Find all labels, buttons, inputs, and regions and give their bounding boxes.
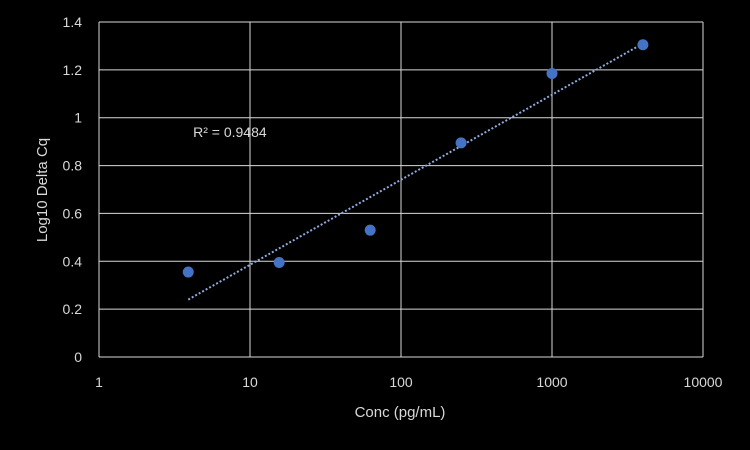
y-axis-title: Log10 Delta Cq (34, 138, 51, 242)
x-axis-title: Conc (pg/mL) (355, 404, 446, 421)
y-tick-label: 0.2 (63, 301, 83, 317)
r-squared-annotation: R² = 0.9484 (193, 124, 267, 140)
grid (98, 21, 704, 358)
x-tick-label: 1000 (536, 374, 567, 390)
x-tick-label: 1 (95, 374, 103, 390)
data-point (546, 67, 558, 79)
y-tick-label: 0.8 (63, 158, 83, 174)
x-tick-labels: 1 10 100 1000 10000 (95, 374, 723, 390)
y-tick-label: 1.2 (63, 62, 83, 78)
trendline (187, 42, 644, 301)
x-tick-label: 10 (242, 374, 258, 390)
x-tick-label: 10000 (684, 374, 723, 390)
data-point (364, 224, 376, 236)
data-point (273, 256, 285, 268)
x-tick-label: 100 (389, 374, 413, 390)
data-point (182, 266, 194, 278)
trendline-group (187, 42, 644, 301)
data-points (182, 39, 649, 278)
y-tick-label: 1 (74, 110, 82, 126)
data-point (455, 137, 467, 149)
y-tick-label: 1.4 (63, 14, 83, 30)
y-tick-label: 0 (74, 349, 82, 365)
data-point (637, 39, 649, 51)
y-tick-label: 0.4 (63, 253, 83, 269)
y-tick-labels: 0 0.2 0.4 0.6 0.8 1 1.2 1.4 (63, 14, 83, 365)
y-tick-label: 0.6 (63, 205, 83, 221)
